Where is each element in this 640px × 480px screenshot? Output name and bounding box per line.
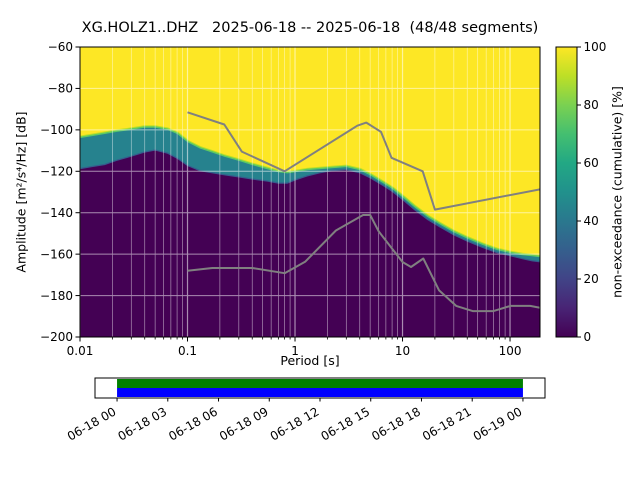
colorbar-tick-label: 60 bbox=[584, 156, 599, 170]
transition-band bbox=[80, 127, 540, 263]
colorbar-tick-label: 40 bbox=[584, 214, 599, 228]
timeline-coverage-bottom bbox=[117, 388, 523, 397]
colorbar-gradient bbox=[556, 47, 577, 337]
timeline-tick-label: 06-18 09 bbox=[217, 404, 271, 443]
y-tick-label: −80 bbox=[48, 82, 73, 96]
y-tick-label: −120 bbox=[40, 164, 73, 178]
plot-layers bbox=[80, 47, 540, 337]
timeline-tick-label: 06-18 03 bbox=[116, 404, 170, 443]
plot-title: XG.HOLZ1..DHZ 2025-06-18 -- 2025-06-18 (… bbox=[81, 20, 539, 36]
x-axis-ticks: 0.01 0.1 1 10 100 bbox=[67, 337, 522, 358]
x-tick-label: 100 bbox=[499, 344, 522, 358]
x-tick-label: 0.1 bbox=[178, 344, 197, 358]
timeline-tick-label: 06-19 00 bbox=[471, 404, 525, 443]
timeline-tick-label: 06-18 15 bbox=[319, 404, 373, 443]
y-tick-label: −60 bbox=[48, 40, 73, 54]
plot-frame bbox=[79, 46, 541, 338]
x-tick-label: 0.01 bbox=[67, 344, 94, 358]
colorbar-tick-label: 0 bbox=[584, 330, 592, 344]
y-tick-label: −160 bbox=[40, 247, 73, 261]
colorbar-frame bbox=[555, 46, 578, 338]
timeline-tick-label: 06-18 18 bbox=[369, 404, 423, 443]
y-tick-label: −180 bbox=[40, 289, 73, 303]
zero-percent-region bbox=[80, 150, 540, 337]
y-axis-ticks: −60 −80 −100 −120 −140 −160 −180 −200 bbox=[40, 40, 80, 344]
colorbar-tick-label: 100 bbox=[584, 40, 607, 54]
y-tick-label: −100 bbox=[40, 123, 73, 137]
timeline-coverage-top bbox=[117, 379, 523, 388]
nlnm-noise-model-line bbox=[187, 214, 540, 313]
x-tick-label: 10 bbox=[395, 344, 410, 358]
timeline-tick-label: 06-18 21 bbox=[420, 404, 474, 443]
colorbar-tick-label: 20 bbox=[584, 272, 599, 286]
timeline-tick-label: 06-18 06 bbox=[166, 404, 220, 443]
timeline-tick-label: 06-18 00 bbox=[65, 404, 119, 443]
y-tick-label: −140 bbox=[40, 206, 73, 220]
y-tick-label: −200 bbox=[40, 330, 73, 344]
x-axis-label: Period [s] bbox=[280, 353, 340, 368]
nhnm-noise-model-line bbox=[187, 111, 540, 211]
y-axis-label: Amplitude [m²/s⁴/Hz] [dB] bbox=[13, 111, 29, 273]
grid bbox=[80, 47, 540, 337]
timeline-tick-label: 06-18 12 bbox=[268, 404, 322, 443]
colorbar-ticks: 0 20 40 60 80 100 bbox=[577, 40, 606, 344]
x-tick-label: 1 bbox=[291, 344, 299, 358]
colorbar-tick-label: 80 bbox=[584, 98, 599, 112]
colorbar-label: non-exceedance (cumulative) [%] bbox=[609, 86, 625, 298]
